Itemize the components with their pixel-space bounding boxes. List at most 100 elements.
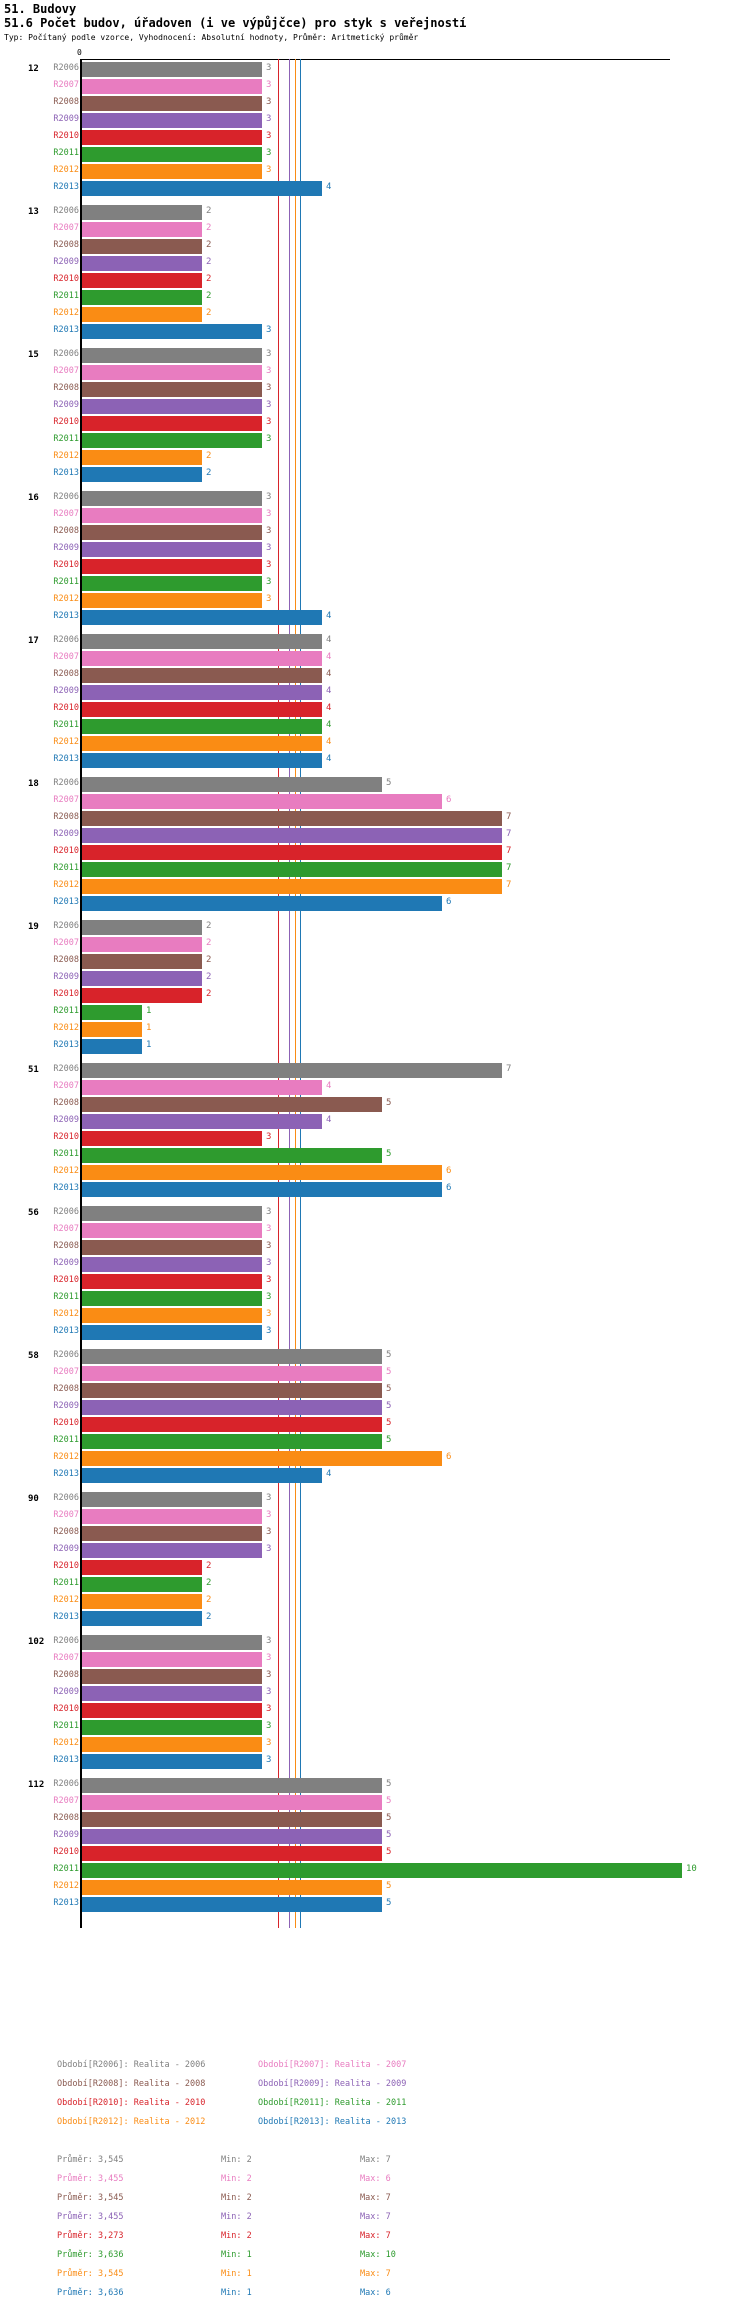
group-label: 112 — [28, 1780, 45, 1790]
bar — [82, 576, 262, 591]
series-label: R2008 — [53, 1241, 79, 1251]
bar-row: R2007 4 — [0, 650, 750, 667]
bar-row: R2007 6 — [0, 793, 750, 810]
series-label: R2013 — [53, 1040, 79, 1050]
bar-value: 3 — [266, 114, 272, 124]
statistics-row: Průměr: 3,455 Min: 2 Max: 6 — [0, 2174, 750, 2193]
bar-value: 3 — [266, 383, 272, 393]
bar-value: 3 — [266, 1704, 272, 1714]
series-label: R2010 — [53, 1847, 79, 1857]
bar-value: 7 — [506, 880, 512, 890]
bar-group: 17 R2006 4 R2007 4 R2008 4 R2009 4 R2010 4 R2011 4 R2… — [0, 633, 750, 769]
bar-group: 16 R2006 3 R2007 3 R2008 3 R2009 3 R2010 3 R2011 3 R2… — [0, 490, 750, 626]
statistics-row: Průměr: 3,545 Min: 1 Max: 7 — [0, 2269, 750, 2288]
statistic-max: Max: 6 — [360, 2288, 391, 2298]
series-label: R2007 — [53, 938, 79, 948]
bar-row: R2009 3 — [0, 398, 750, 415]
bar — [82, 1577, 202, 1592]
series-label: R2006 — [53, 1207, 79, 1217]
bar — [82, 668, 322, 683]
series-label: R2010 — [53, 417, 79, 427]
bar — [82, 365, 262, 380]
bar-row: R2008 5 — [0, 1382, 750, 1399]
bar-row: R2006 4 — [0, 633, 750, 650]
bar-row: R2013 4 — [0, 609, 750, 626]
bar — [82, 1863, 682, 1878]
average-line — [300, 59, 302, 1928]
statistic-min: Min: 2 — [221, 2155, 252, 2165]
bar-row: R2013 3 — [0, 1324, 750, 1341]
bar — [82, 1206, 262, 1221]
series-label: R2011 — [53, 1435, 79, 1445]
bar-row: R2010 3 — [0, 415, 750, 432]
bar-row: R2009 2 — [0, 970, 750, 987]
series-label: R2007 — [53, 1367, 79, 1377]
bar — [82, 1148, 382, 1163]
bar-value: 2 — [206, 1578, 212, 1588]
bar — [82, 256, 202, 271]
bar-row: R2011 3 — [0, 1290, 750, 1307]
bar — [82, 753, 322, 768]
group-label: 15 — [28, 350, 39, 360]
bar-value: 7 — [506, 863, 512, 873]
bar — [82, 1005, 142, 1020]
group-label: 58 — [28, 1351, 39, 1361]
bar-value: 3 — [266, 97, 272, 107]
bar — [82, 862, 502, 877]
bar-value: 2 — [206, 989, 212, 999]
bar — [82, 1325, 262, 1340]
bar-value: 2 — [206, 223, 212, 233]
bar-value: 3 — [266, 1241, 272, 1251]
bar-value: 2 — [206, 257, 212, 267]
series-label: R2012 — [53, 1881, 79, 1891]
bar-value: 5 — [386, 1830, 392, 1840]
series-label: R2013 — [53, 1898, 79, 1908]
series-label: R2006 — [53, 206, 79, 216]
bar-value: 3 — [266, 1207, 272, 1217]
bar-row: R2013 3 — [0, 1753, 750, 1770]
bar — [82, 542, 262, 557]
bar — [82, 896, 442, 911]
bar-value: 3 — [266, 1224, 272, 1234]
series-label: R2006 — [53, 349, 79, 359]
series-label: R2008 — [53, 1670, 79, 1680]
bar-row: R2013 6 — [0, 895, 750, 912]
bar-value: 5 — [386, 1098, 392, 1108]
series-label: R2007 — [53, 1796, 79, 1806]
bar — [82, 1897, 382, 1912]
bar-value: 5 — [386, 1881, 392, 1891]
bar-value: 3 — [266, 1653, 272, 1663]
bar — [82, 1291, 262, 1306]
bar — [82, 1778, 382, 1793]
bar-row: R2010 5 — [0, 1845, 750, 1862]
bar — [82, 1308, 262, 1323]
bar — [82, 702, 322, 717]
series-label: R2007 — [53, 1653, 79, 1663]
series-label: R2011 — [53, 1292, 79, 1302]
series-label: R2009 — [53, 257, 79, 267]
series-label: R2009 — [53, 1258, 79, 1268]
bar — [82, 113, 262, 128]
bar-value: 3 — [266, 1292, 272, 1302]
group-label: 18 — [28, 779, 39, 789]
bar — [82, 1526, 262, 1541]
bar — [82, 1829, 382, 1844]
series-label: R2009 — [53, 829, 79, 839]
series-label: R2012 — [53, 880, 79, 890]
bar-row: R2010 3 — [0, 558, 750, 575]
statistic-min: Min: 2 — [221, 2212, 252, 2222]
series-label: R2012 — [53, 594, 79, 604]
bar-row: R2013 4 — [0, 752, 750, 769]
group-label: 17 — [28, 636, 39, 646]
series-label: R2011 — [53, 1149, 79, 1159]
bar — [82, 467, 202, 482]
series-label: R2013 — [53, 1469, 79, 1479]
bar-row: R2013 2 — [0, 1610, 750, 1627]
bar — [82, 205, 202, 220]
bar-group: 18 R2006 5 R2007 6 R2008 7 R2009 7 R2010 7 R2011 7 R2… — [0, 776, 750, 912]
bar-row: R2008 5 — [0, 1811, 750, 1828]
bar-value: 2 — [206, 1612, 212, 1622]
bar-value: 3 — [266, 492, 272, 502]
bar-row: R2009 7 — [0, 827, 750, 844]
bar-row: R2006 5 — [0, 1348, 750, 1365]
